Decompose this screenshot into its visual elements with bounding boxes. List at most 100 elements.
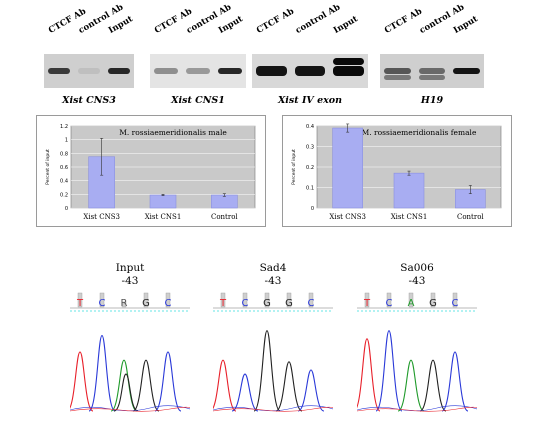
- gel-band: [333, 66, 364, 76]
- quality-bar: [408, 292, 414, 308]
- trace-peak: [357, 338, 381, 412]
- y-tick-label: 1.2: [60, 124, 68, 130]
- lane-label: CTCF Ab: [383, 6, 424, 36]
- chromatogram: [70, 292, 190, 412]
- x-tick-label: Xist CNS1: [145, 213, 182, 221]
- y-tick-label: 0: [311, 206, 314, 212]
- gel-title: Xist CNS1: [171, 95, 225, 106]
- y-tick-label: 0.8: [60, 151, 68, 157]
- lane-label: Input: [332, 14, 361, 37]
- base-call: A: [407, 298, 415, 309]
- quality-bar: [165, 292, 171, 308]
- trace-peak: [154, 351, 182, 412]
- y-axis-label: Percent of input: [291, 149, 297, 185]
- quality-bar: [452, 292, 458, 308]
- sample-name: Sad4: [259, 262, 287, 274]
- base-call: C: [98, 298, 106, 309]
- position-label: -43: [408, 275, 426, 287]
- gel-band: [48, 68, 70, 74]
- gel-band: [218, 68, 242, 74]
- chart-title: M. rossiaemeridionalis male: [119, 128, 227, 137]
- trace-peak: [375, 330, 403, 412]
- trace-peak: [70, 351, 94, 412]
- quality-bar: [121, 301, 127, 308]
- quality-bar: [242, 292, 248, 308]
- trace-peak: [253, 330, 281, 412]
- trace-peak: [297, 369, 325, 412]
- trace-noise: [357, 405, 477, 412]
- chromatogram: [213, 292, 333, 412]
- base-call: G: [263, 298, 271, 309]
- gel-band: [384, 68, 411, 74]
- y-tick-label: 0.2: [60, 192, 68, 198]
- gel-title: Xist IV exon: [277, 95, 343, 106]
- y-tick-label: 1: [65, 138, 68, 144]
- quality-bar: [364, 292, 370, 308]
- quality-bar: [308, 292, 314, 308]
- male-bar-chart: 0 0.2 0.4 0.6 0.8 1 1.2 Percent of input M. ross…: [45, 124, 256, 221]
- gel-band: [154, 68, 178, 74]
- gel-band: [256, 66, 287, 76]
- gel-band: [186, 68, 210, 74]
- y-tick-label: 0: [65, 206, 68, 212]
- y-tick-label: 0.4: [60, 179, 68, 185]
- trace-peak: [397, 359, 425, 412]
- bar: [393, 172, 425, 209]
- gel-band: [78, 68, 100, 74]
- trace-noise: [70, 405, 190, 412]
- gel-band: [453, 68, 480, 74]
- position-label: -43: [121, 275, 139, 287]
- y-tick-label: 0.2: [306, 165, 314, 171]
- base-call: C: [451, 298, 459, 309]
- female-bar-chart: 0 0.1 0.2 0.3 0.4 Percent of input M. rossiaem…: [291, 123, 502, 221]
- base-call: T: [219, 298, 227, 309]
- y-tick-label: 0.6: [60, 165, 68, 171]
- trace-peak: [441, 351, 469, 412]
- y-tick-label: 0.3: [306, 145, 314, 151]
- base-call: G: [142, 298, 150, 309]
- sample-name: Input: [115, 262, 145, 274]
- trace-peak: [88, 335, 116, 412]
- lane-label: CTCF Ab: [255, 6, 296, 36]
- x-tick-label: Control: [457, 213, 484, 221]
- base-call: C: [241, 298, 249, 309]
- trace-peak: [419, 359, 447, 412]
- y-tick-label: 0.4: [306, 124, 314, 130]
- trace-peak: [132, 359, 160, 412]
- base-call: T: [76, 298, 84, 309]
- quality-bar: [430, 292, 436, 308]
- base-call: C: [164, 298, 172, 309]
- gel-title: Xist CNS3: [62, 95, 116, 106]
- gel-band: [333, 58, 364, 65]
- gel-band: [418, 75, 446, 80]
- trace-peak: [113, 373, 139, 412]
- chart-title: M. rossiaemeridionalis female: [362, 128, 477, 137]
- quality-bar: [220, 292, 226, 308]
- gel-band: [108, 68, 130, 74]
- quality-bar: [386, 292, 392, 308]
- y-axis-label: Percent of input: [45, 149, 51, 185]
- x-tick-label: Xist CNS3: [83, 213, 120, 221]
- y-tick-label: 0.1: [306, 186, 314, 192]
- x-tick-label: Xist CNS3: [329, 213, 366, 221]
- quality-bar: [77, 292, 83, 308]
- gel-band: [294, 66, 326, 76]
- base-call: G: [285, 298, 293, 309]
- quality-bar: [99, 292, 105, 308]
- gel-band: [384, 75, 411, 80]
- base-call: C: [385, 298, 393, 309]
- base-call: T: [363, 298, 371, 309]
- trace-peak: [213, 359, 237, 412]
- quality-bar: [143, 292, 149, 308]
- x-tick-label: Control: [211, 213, 238, 221]
- female-chart-frame: 0 0.1 0.2 0.3 0.4 Percent of input M. rossiaem…: [282, 115, 512, 227]
- bar: [149, 194, 177, 209]
- base-call: G: [429, 298, 437, 309]
- bar: [211, 194, 238, 209]
- gel-band: [418, 68, 446, 74]
- quality-bar: [286, 292, 292, 308]
- lane-label: Input: [452, 14, 481, 37]
- base-call: C: [307, 298, 315, 309]
- position-label: -43: [264, 275, 282, 287]
- trace-peak: [231, 373, 259, 412]
